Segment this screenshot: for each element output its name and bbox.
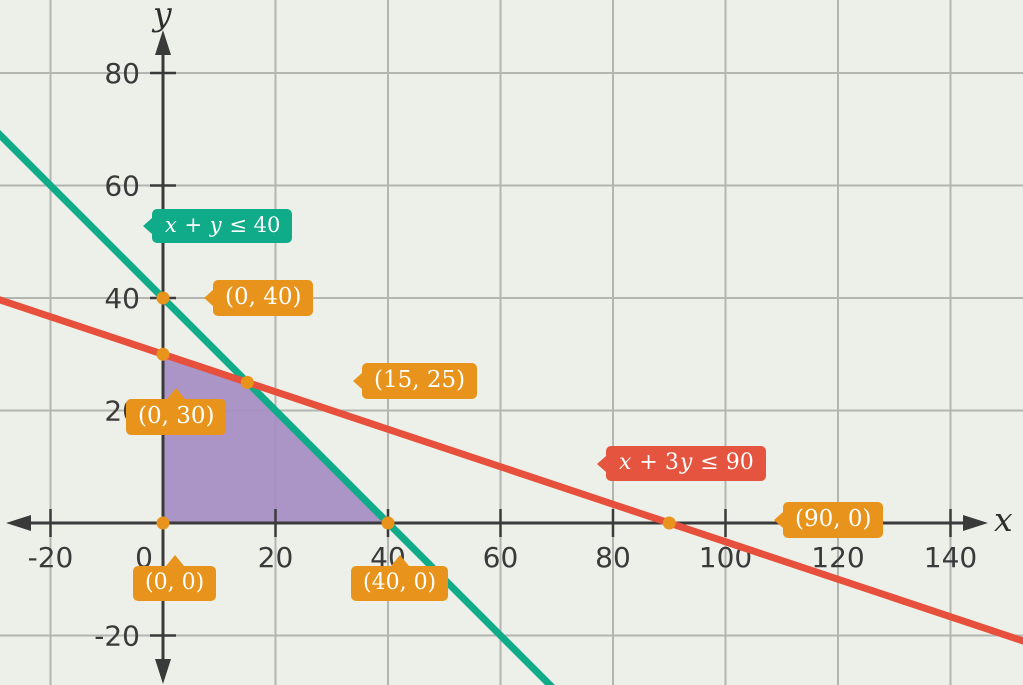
y-tick-label: 40 [104, 282, 140, 315]
point-marker [156, 347, 170, 361]
point-label-0-30: (0, 30) [126, 399, 227, 436]
x-axis-arrow-left [6, 515, 31, 531]
x-tick-label: 120 [811, 541, 864, 574]
x-tick-label: 60 [483, 541, 519, 574]
y-tick-label: 80 [104, 57, 140, 90]
x-axis-label: x [994, 500, 1013, 539]
feasible-region [163, 354, 388, 523]
point-label-0-40: (0, 40) [213, 280, 314, 317]
constraint-2-label: x + 3y ≤ 90 [606, 446, 766, 482]
x-tick-label: -20 [28, 541, 74, 574]
point-marker [156, 516, 170, 530]
point-label-90-0: (90, 0) [783, 502, 884, 539]
x-axis-arrow-right [963, 515, 988, 531]
point-marker [156, 291, 170, 305]
point-label-40-0: (40, 0) [351, 566, 449, 602]
point-label-15-25: (15, 25) [362, 363, 478, 400]
point-marker [381, 516, 395, 530]
constraint-1-label: x + y ≤ 40 [152, 209, 293, 244]
y-tick-label: -20 [94, 620, 140, 653]
x-tick-label: 20 [258, 541, 294, 574]
y-axis-arrow-down [155, 659, 171, 684]
constraint-line-1 [0, 130, 555, 685]
y-tick-label: 60 [104, 170, 140, 203]
y-axis-arrow-up [155, 30, 171, 55]
constraint-line-2 [0, 296, 1023, 645]
x-tick-label: 80 [595, 541, 631, 574]
y-axis-label: y [153, 0, 172, 33]
x-tick-label: 140 [924, 541, 977, 574]
point-label-0-0: (0, 0) [133, 566, 217, 602]
point-marker [240, 375, 254, 389]
point-marker [662, 516, 676, 530]
